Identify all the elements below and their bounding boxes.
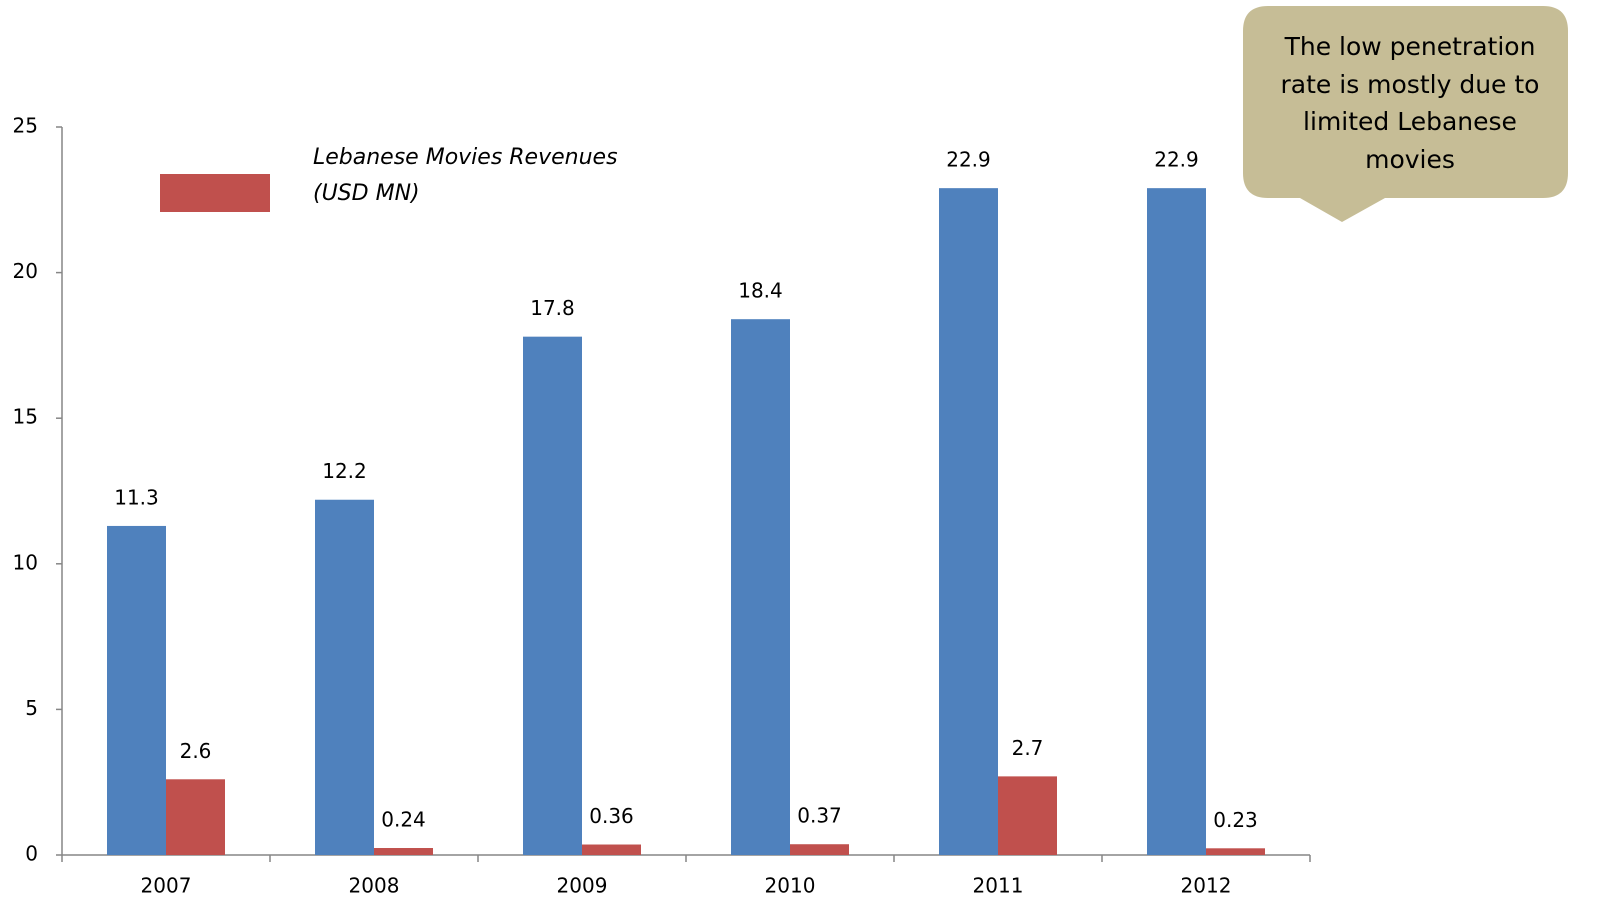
bar bbox=[315, 499, 374, 855]
data-label: 2.6 bbox=[180, 739, 212, 763]
bar bbox=[939, 188, 998, 856]
y-tick-label: 0 bbox=[25, 842, 38, 866]
data-label: 11.3 bbox=[114, 485, 159, 509]
y-tick-label: 20 bbox=[13, 259, 38, 283]
x-tick-label: 2008 bbox=[349, 874, 400, 898]
x-tick-label: 2012 bbox=[1181, 874, 1232, 898]
y-tick-label: 15 bbox=[13, 405, 38, 429]
bar bbox=[582, 844, 641, 855]
data-label: 0.37 bbox=[797, 804, 842, 828]
data-label: 18.4 bbox=[738, 279, 783, 303]
x-tick-label: 2009 bbox=[557, 874, 608, 898]
callout-text: The low penetration rate is mostly due t… bbox=[1280, 32, 1540, 174]
bar bbox=[998, 776, 1057, 855]
callout-box bbox=[1243, 6, 1568, 222]
legend-swatch bbox=[160, 174, 270, 212]
bar bbox=[1206, 848, 1265, 855]
data-label: 22.9 bbox=[1154, 148, 1199, 172]
y-tick-label: 25 bbox=[13, 114, 38, 138]
data-label: 0.36 bbox=[589, 804, 634, 828]
bar bbox=[107, 525, 166, 855]
data-label: 12.2 bbox=[322, 459, 367, 483]
data-label: 0.24 bbox=[381, 808, 426, 832]
legend-label: Lebanese Movies Revenues (USD MN) bbox=[313, 145, 618, 206]
bar bbox=[790, 844, 849, 855]
bar bbox=[731, 319, 790, 855]
x-tick-label: 2010 bbox=[765, 874, 816, 898]
bar bbox=[374, 848, 433, 855]
data-label: 0.23 bbox=[1213, 808, 1258, 832]
bar bbox=[1147, 188, 1206, 856]
y-tick-label: 5 bbox=[25, 696, 38, 720]
data-label: 22.9 bbox=[946, 148, 991, 172]
data-label: 17.8 bbox=[530, 296, 575, 320]
bar bbox=[166, 779, 225, 855]
data-label: 2.7 bbox=[1012, 736, 1044, 760]
bar bbox=[523, 336, 582, 855]
y-tick-label: 10 bbox=[13, 550, 38, 574]
x-tick-label: 2011 bbox=[973, 874, 1024, 898]
x-tick-label: 2007 bbox=[141, 874, 192, 898]
